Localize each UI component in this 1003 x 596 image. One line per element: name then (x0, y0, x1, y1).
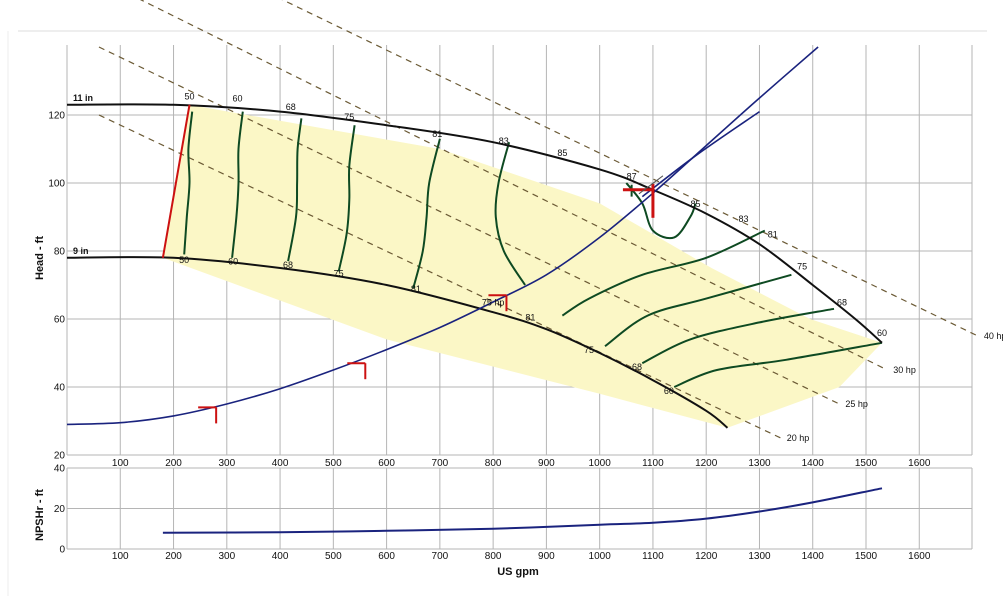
efficiency-label-top: 83 (738, 214, 748, 224)
efficiency-label-bottom: 75 hp (482, 297, 505, 307)
npsh-x-tick-label: 200 (165, 551, 182, 562)
head-x-tick-label: 500 (325, 458, 342, 469)
hp-line-label: 20 hp (787, 433, 810, 443)
hp-line (281, 0, 979, 337)
npsh-axis-title: NPSHr - ft (34, 489, 46, 541)
efficiency-label-top: 85 (691, 199, 701, 209)
npsh-x-tick-label: 1400 (802, 551, 825, 562)
efficiency-label-top: 68 (286, 102, 296, 112)
head-x-tick-label: 1200 (695, 458, 718, 469)
npsh-x-tick-label: 500 (325, 551, 342, 562)
npsh-x-tick-label: 1200 (695, 551, 718, 562)
efficiency-label-top: 50 (185, 92, 195, 102)
efficiency-contour (494, 141, 526, 286)
efficiency-label-bottom: 68 (632, 362, 642, 372)
npsh-x-tick-label: 900 (538, 551, 555, 562)
efficiency-label-top: 75 (797, 262, 807, 272)
head-x-tick-label: 400 (272, 458, 289, 469)
head-plot: 20 hp 25 hp 30 hp 40 hp 50 60 68 75 81 83 85 87 85 83… (66, 0, 1003, 443)
hp-line (139, 0, 888, 371)
npsh-y-tick-label: 0 (59, 545, 65, 556)
impeller-curve (66, 103, 883, 344)
head-y-tick-label: 100 (48, 179, 65, 190)
head-y-tick-label: 120 (48, 111, 65, 122)
npsh-x-tick-label: 700 (432, 551, 449, 562)
npsh-x-tick-label: 1300 (748, 551, 771, 562)
head-x-tick-label: 900 (538, 458, 555, 469)
npsh-x-tick-label: 1500 (855, 551, 878, 562)
head-y-tick-label: 40 (54, 383, 66, 394)
head-x-tick-label: 600 (378, 458, 395, 469)
system-curve (66, 46, 819, 426)
head-x-tick-label: 1400 (802, 458, 825, 469)
npsh-x-tick-label: 800 (485, 551, 502, 562)
efficiency-label-top: 68 (837, 297, 847, 307)
efficiency-label-top: 85 (557, 148, 567, 158)
efficiency-label-bottom: 81 (411, 284, 421, 294)
efficiency-contour (673, 341, 883, 388)
head-x-tick-label: 200 (165, 458, 182, 469)
npsh-x-tick-label: 1100 (642, 551, 664, 562)
npsh-y-tick-label: 40 (54, 464, 66, 475)
npsh-grid: 100 200 300 400 500 600 700 800 900 1000 1100 1200 1… (54, 464, 973, 562)
npsh-x-tick-label: 1000 (589, 551, 612, 562)
efficiency-label-top: 83 (499, 136, 509, 146)
efficiency-label-bottom: 75 (334, 269, 344, 279)
hp-line-label: 40 hp (984, 331, 1003, 341)
impeller-label: 9 in (73, 246, 89, 256)
efficiency-label-bottom: 50 (179, 255, 189, 265)
hp-line-label: 30 hp (893, 365, 916, 375)
head-x-tick-label: 800 (485, 458, 502, 469)
efficiency-label-bottom: 81 (525, 313, 535, 323)
npsh-x-tick-label: 400 (272, 551, 289, 562)
efficiency-contour (604, 273, 792, 348)
head-y-tick-label: 80 (54, 247, 66, 258)
efficiency-label-top: 87 (627, 172, 637, 182)
efficiency-label-top: 60 (877, 328, 887, 338)
hp-line-label: 25 hp (845, 399, 868, 409)
duty-point-marker (638, 175, 664, 195)
efficiency-label-bottom: 68 (283, 260, 293, 270)
efficiency-label-top: 81 (768, 229, 778, 239)
npsh-curve (162, 487, 883, 534)
npsh-x-tick-label: 100 (112, 551, 129, 562)
efficiency-contour (412, 138, 441, 289)
npsh-y-tick-label: 20 (54, 504, 66, 515)
npsh-x-tick-label: 300 (218, 551, 235, 562)
head-y-tick-label: 20 (54, 451, 66, 462)
head-axis-title: Head - ft (34, 236, 46, 280)
efficiency-contour (625, 182, 697, 240)
head-x-tick-label: 300 (218, 458, 235, 469)
impeller-label: 11 in (73, 93, 93, 103)
head-x-tick-label: 1000 (589, 458, 612, 469)
npsh-plot (162, 487, 883, 534)
impeller-curve (66, 256, 729, 429)
head-x-tick-label: 1100 (642, 458, 664, 469)
efficiency-contour (287, 118, 303, 262)
head-x-tick-label: 1500 (855, 458, 878, 469)
hp-line (98, 114, 782, 439)
head-x-tick-label: 700 (432, 458, 449, 469)
head-x-tick-label: 1300 (748, 458, 771, 469)
efficiency-contour (561, 229, 766, 317)
efficiency-label-top: 60 (232, 93, 242, 103)
npsh-x-tick-label: 600 (378, 551, 395, 562)
efficiency-label-bottom: 60 (664, 386, 674, 396)
efficiency-contour (231, 111, 244, 258)
efficiency-contour (641, 307, 835, 365)
head-x-tick-label: 1600 (908, 458, 931, 469)
flow-axis-title: US gpm (497, 566, 539, 578)
efficiency-label-top: 75 (344, 112, 354, 122)
npsh-x-tick-label: 1600 (908, 551, 931, 562)
efficiency-contour (337, 125, 356, 272)
head-y-tick-label: 60 (54, 315, 66, 326)
efficiency-contour (183, 111, 194, 255)
efficiency-label-bottom: 75 (584, 345, 594, 355)
operating-region (162, 104, 882, 428)
efficiency-label-top: 81 (432, 129, 442, 139)
head-x-tick-label: 100 (112, 458, 129, 469)
minimum-flow-line (161, 104, 191, 258)
